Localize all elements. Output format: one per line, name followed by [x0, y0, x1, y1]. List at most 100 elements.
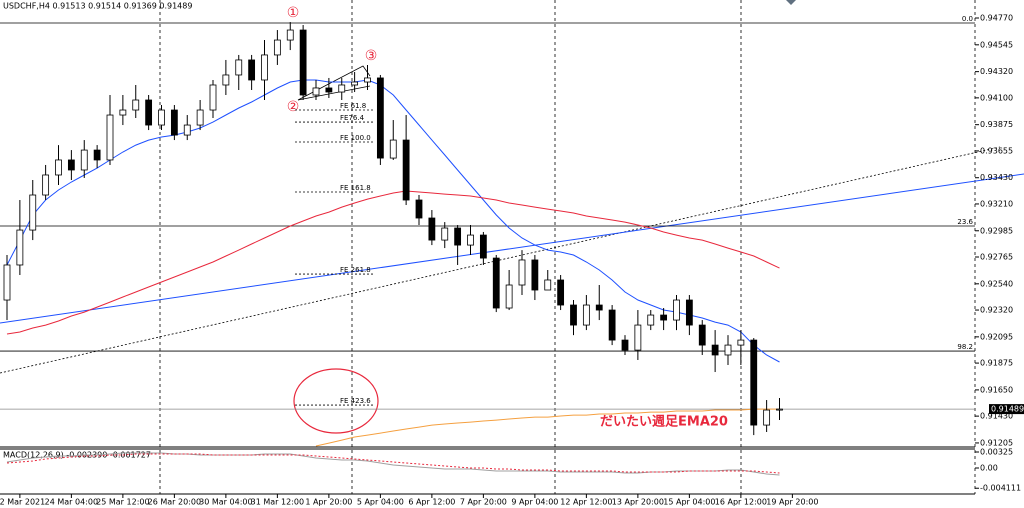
- y-tick-label: 0.92765: [980, 252, 1013, 261]
- x-tick-label: 30 Mar 04:00: [199, 498, 252, 507]
- y-tick-label: 0.93430: [980, 173, 1013, 182]
- candle-body: [209, 84, 217, 111]
- candle-body: [158, 109, 165, 126]
- candle-body: [621, 339, 629, 351]
- y-tick-label: 0.94770: [980, 13, 1013, 22]
- candle-body: [235, 59, 243, 76]
- y-tick-label: 0.92095: [980, 332, 1013, 341]
- candle-body: [582, 304, 590, 326]
- candle-body: [42, 174, 50, 196]
- candle-body: [570, 304, 577, 326]
- candle-body: [312, 87, 320, 96]
- candle-body: [415, 199, 423, 219]
- x-tick-label: 9 Apr 04:00: [511, 498, 558, 507]
- annotation: だいたい週足EMA20: [600, 415, 728, 430]
- candle-body: [325, 87, 333, 93]
- candle-body: [248, 59, 256, 81]
- y-tick-label: 0.92540: [980, 279, 1013, 288]
- y-tick-label: 0.93210: [980, 199, 1013, 208]
- wave-label: ③: [365, 48, 378, 64]
- y-tick-label: 0.93655: [980, 146, 1013, 155]
- candle-body: [55, 159, 62, 176]
- x-tick-label: 12 Apr 12:00: [560, 498, 612, 507]
- candle-body: [170, 109, 178, 136]
- triangle: [297, 85, 371, 101]
- last-price-label: 0.91489: [991, 405, 1024, 414]
- y-tick-label: 0.92320: [980, 306, 1013, 315]
- y-tick-label: 0.00325: [980, 448, 1013, 457]
- y-tick-label: 0.91205: [980, 438, 1013, 447]
- line-series: [6, 453, 780, 474]
- candle-body: [196, 109, 204, 126]
- x-tick-label: 19 Apr 20:00: [766, 498, 818, 507]
- x-tick-label: 7 Apr 20:00: [460, 498, 507, 507]
- candle-body: [402, 139, 410, 201]
- y-tick-label: 0.00: [980, 463, 998, 472]
- candle-body: [286, 29, 294, 41]
- candle-body: [351, 81, 359, 86]
- candle-body: [685, 299, 693, 326]
- candle-body: [467, 234, 474, 246]
- candle-body: [273, 39, 281, 56]
- candle-body: [673, 299, 680, 321]
- candle-body: [389, 139, 397, 159]
- x-tick-label: 25 Mar 12:00: [96, 498, 149, 507]
- trend-line: [0, 146, 1001, 374]
- x-tick-label: 24 Mar 04:00: [45, 498, 98, 507]
- y-tick-label: -0.004111: [980, 484, 1021, 493]
- expansion-label: FE 161.8: [340, 184, 371, 192]
- candle-body: [711, 344, 719, 356]
- candle-body: [454, 227, 462, 246]
- candle-body: [119, 109, 127, 116]
- highlight-ellipse: [293, 368, 379, 434]
- candle-body: [750, 339, 758, 426]
- x-tick-label: 13 Apr 20:00: [612, 498, 664, 507]
- y-tick-label: 0.93875: [980, 120, 1013, 129]
- trend-line: [0, 173, 1024, 324]
- expansion-label: FE 100.0: [340, 134, 371, 142]
- candle-body: [595, 304, 603, 311]
- marker: [786, 0, 796, 5]
- chart-header: USDCHF,H4 0.91513 0.91514 0.91369 0.9148…: [3, 2, 192, 11]
- candle-body: [145, 99, 153, 126]
- candle-body: [763, 409, 771, 426]
- candle-body: [222, 74, 230, 86]
- y-tick-label: 0.94320: [980, 67, 1013, 76]
- wave-label: ②: [287, 99, 300, 115]
- expansion-label: FE76.4: [340, 114, 365, 122]
- candle-body: [724, 344, 732, 356]
- macd-header: MACD(12,26,9) -0.002390 -0.001727: [3, 451, 151, 460]
- candle-body: [93, 149, 101, 161]
- candle-body: [3, 264, 11, 301]
- fib-label: 98.2: [957, 343, 973, 351]
- line-series: [315, 408, 780, 447]
- x-tick-label: 26 Mar 20:00: [148, 498, 201, 507]
- candle-body: [544, 279, 552, 291]
- y-tick-label: 0.91650: [980, 385, 1013, 394]
- candle-body: [441, 227, 449, 241]
- y-tick-label: 0.94100: [980, 93, 1013, 102]
- candle-body: [80, 149, 88, 171]
- price-box: [989, 404, 1024, 415]
- candle-body: [132, 99, 140, 111]
- y-tick-label: 0.94545: [980, 40, 1013, 49]
- candle-body: [505, 284, 513, 309]
- y-tick-label: 0.91430: [980, 412, 1013, 421]
- candle-body: [376, 77, 384, 159]
- x-tick-label: 5 Apr 04:00: [357, 498, 404, 507]
- x-tick-label: 22 Mar 2021: [0, 498, 45, 507]
- candle-body: [737, 339, 745, 346]
- candle-body: [660, 314, 668, 321]
- candle-body: [608, 309, 616, 341]
- y-tick-label: 0.92985: [980, 226, 1013, 235]
- candle-body: [261, 54, 268, 81]
- expansion-label: FE 423.6: [340, 397, 371, 405]
- x-tick-label: 31 Mar 12:00: [251, 498, 304, 507]
- candle-body: [492, 257, 500, 309]
- line-series: [6, 79, 780, 363]
- layout: [0, 0, 1024, 495]
- x-tick-label: 6 Apr 12:00: [408, 498, 455, 507]
- expansion-label: FE 261.8: [340, 266, 371, 274]
